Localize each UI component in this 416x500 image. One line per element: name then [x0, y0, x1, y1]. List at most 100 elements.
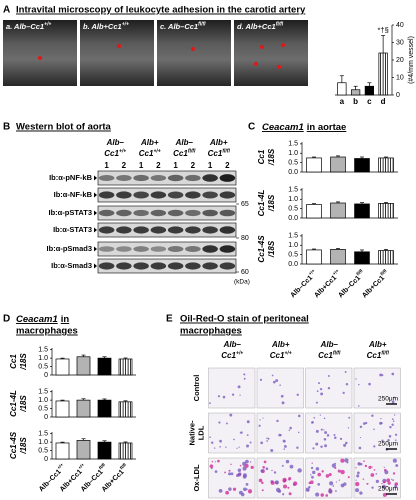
stained-cell	[324, 444, 328, 448]
blot-band	[98, 209, 115, 217]
panel-letter: E	[166, 314, 173, 325]
stained-cell	[326, 434, 330, 437]
blot-strip	[97, 222, 237, 238]
stained-cell	[239, 432, 241, 434]
stained-cell	[282, 439, 286, 443]
stained-cell	[359, 425, 363, 429]
image-label: a. Alb–Cc1+/+	[6, 22, 51, 31]
stained-cell	[225, 490, 229, 495]
stained-cell	[224, 471, 226, 474]
stained-cell	[246, 420, 250, 424]
y-tick-label: 0	[396, 92, 400, 99]
stained-cell	[259, 419, 261, 421]
stained-cell	[296, 393, 299, 396]
blot-band	[116, 226, 132, 234]
stained-cell	[236, 447, 238, 449]
panel-letter: A	[3, 5, 10, 16]
stained-cell	[335, 490, 337, 492]
bar	[76, 399, 91, 418]
group-label-part: Cc1	[173, 149, 188, 158]
stained-cell	[262, 417, 264, 419]
x-tick-label: d	[381, 97, 386, 106]
group-label-part: fl/fl	[381, 351, 389, 357]
image-label: b. Alb+Cc1+/+	[83, 22, 129, 31]
bar	[330, 202, 346, 219]
group-label: Cc1+/+	[221, 351, 243, 360]
x-tick-label-part: +/+	[77, 462, 85, 470]
stained-cell	[311, 462, 313, 464]
panel-title: Western blot of aorta	[16, 122, 112, 133]
y-axis-label: Cc1-4L	[9, 390, 18, 417]
blot-band	[133, 262, 149, 270]
stained-cell	[282, 493, 285, 496]
group-label: Cc1+/+	[139, 149, 161, 158]
x-tick-label-part: fl/fl	[355, 268, 363, 276]
stained-cell	[373, 428, 375, 430]
stained-cell	[281, 401, 285, 405]
blot-band	[185, 262, 201, 270]
bar	[378, 203, 394, 219]
y-tick-label: 0.5	[38, 447, 48, 454]
stained-cell	[320, 493, 325, 497]
blot-band	[133, 246, 149, 252]
stained-cell	[373, 445, 376, 448]
group-label-part: Cc1	[318, 351, 333, 360]
stained-cell	[395, 439, 397, 441]
stained-cell	[358, 383, 360, 386]
bar	[337, 82, 347, 96]
image-label-part: +/+	[44, 22, 51, 28]
bar	[354, 251, 370, 265]
stain-image	[256, 367, 304, 409]
x-tick-label: Alb+Cc1fl/fl	[360, 268, 391, 299]
y-axis-label: /18S	[19, 353, 28, 371]
blot-band	[98, 262, 115, 270]
stained-cell	[313, 416, 316, 419]
panel-title: Ceacam1 in	[16, 314, 69, 325]
stained-cell	[242, 474, 247, 479]
x-tick-label-part: +/+	[332, 268, 340, 276]
stained-cell	[367, 483, 369, 485]
stained-cell	[319, 414, 321, 416]
x-tick-label: b	[353, 97, 358, 106]
blot-band	[167, 246, 184, 252]
stained-cell	[245, 459, 249, 464]
bar	[306, 249, 322, 265]
x-tick-label-part: Alb+Cc1	[361, 274, 386, 299]
y-tick-label: 1.5	[288, 141, 298, 148]
stained-cell	[265, 467, 269, 471]
y-tick-label: 0.0	[288, 261, 298, 268]
stained-cell	[250, 465, 254, 470]
image	[157, 20, 231, 86]
bar	[378, 157, 394, 173]
stained-cell	[289, 464, 294, 469]
y-tick-label: 0.0	[288, 215, 298, 222]
stained-cell	[218, 488, 223, 493]
stained-cell	[241, 492, 245, 497]
blot-band	[185, 191, 201, 199]
row-label: Ib:α-STAT3	[53, 225, 92, 234]
stained-cell	[210, 441, 214, 444]
blot-band	[202, 262, 218, 270]
stained-cell	[233, 438, 235, 441]
y-tick-label: 1.0	[288, 242, 298, 249]
group-label: Alb–	[106, 138, 125, 147]
group-label: Alb–	[320, 340, 339, 349]
blot-band	[98, 246, 115, 252]
stained-cell	[258, 424, 261, 427]
blot-band	[116, 262, 132, 270]
blot-band	[167, 209, 184, 217]
stained-cell	[214, 470, 218, 474]
row-label: Ib:α-pNF-kB	[49, 173, 93, 182]
y-tick-label: 0.5	[288, 251, 298, 258]
row-label: Ib:α-pSmad3	[47, 244, 92, 253]
group-label: Cc1fl/fl	[367, 351, 390, 360]
group-label-part: fl/fl	[333, 351, 341, 357]
lane-label: 2	[122, 161, 127, 170]
group-label-part: fl/fl	[188, 149, 196, 155]
lane-label: 2	[191, 161, 196, 170]
marker-label: 65	[241, 201, 249, 208]
blot-band	[98, 226, 115, 234]
stained-cell	[276, 419, 279, 423]
stained-cell	[285, 459, 290, 464]
y-axis-label: /18S	[19, 437, 28, 455]
